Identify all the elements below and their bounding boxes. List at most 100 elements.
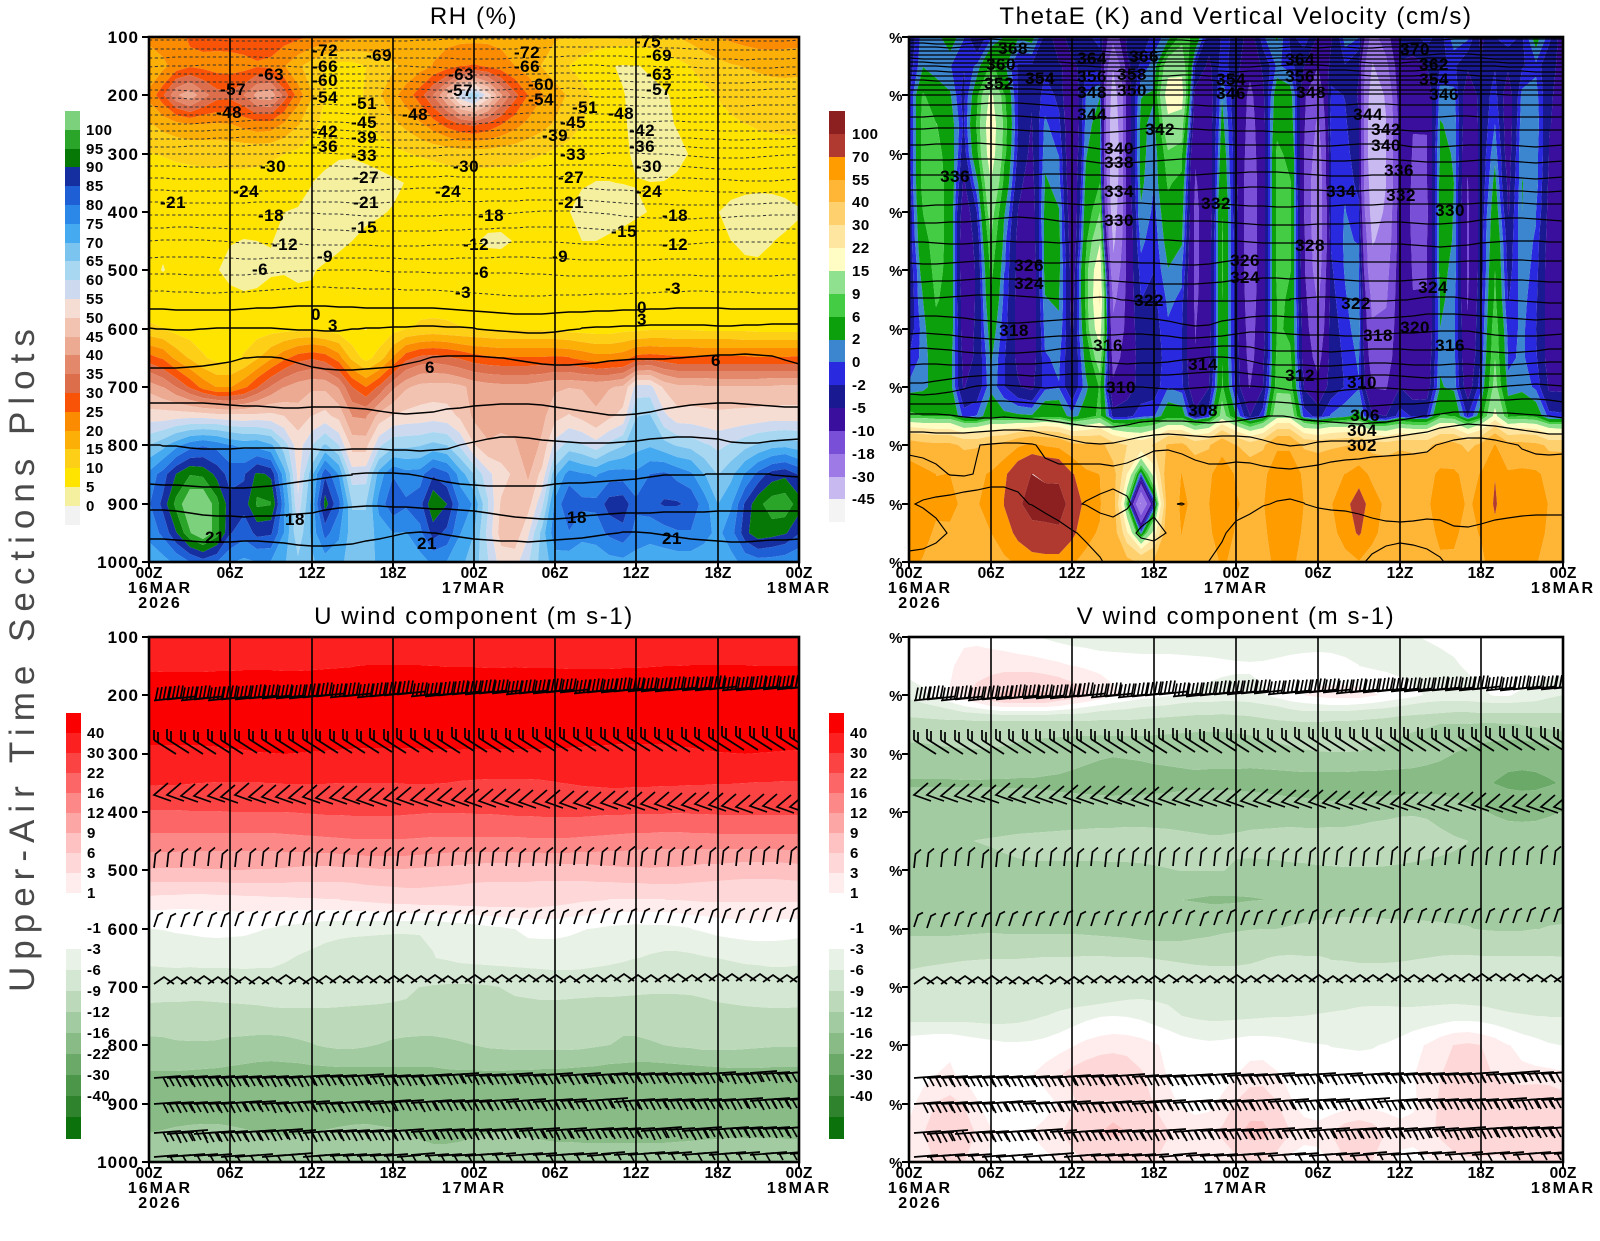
svg-text:-57: -57 xyxy=(447,81,473,100)
svg-text:%: % xyxy=(889,805,903,822)
svg-text:356: 356 xyxy=(1077,67,1107,86)
svg-text:12Z: 12Z xyxy=(299,1165,326,1182)
svg-text:360: 360 xyxy=(986,55,1016,74)
svg-text:500: 500 xyxy=(108,861,139,880)
svg-text:10: 10 xyxy=(86,460,104,477)
svg-text:-18: -18 xyxy=(478,206,504,225)
svg-text:65: 65 xyxy=(86,253,104,270)
svg-text:18MAR: 18MAR xyxy=(767,1180,831,1197)
svg-text:17MAR: 17MAR xyxy=(442,580,506,597)
svg-text:06Z: 06Z xyxy=(978,1165,1005,1182)
svg-text:0: 0 xyxy=(637,298,647,317)
svg-text:-45: -45 xyxy=(351,113,377,132)
svg-text:30: 30 xyxy=(86,385,104,402)
svg-text:-27: -27 xyxy=(353,168,379,187)
svg-text:-36: -36 xyxy=(629,137,655,156)
svg-text:342: 342 xyxy=(1371,120,1401,139)
svg-text:800: 800 xyxy=(108,1036,139,1055)
svg-text:322: 322 xyxy=(1341,294,1371,313)
svg-text:%: % xyxy=(889,380,903,397)
svg-text:366: 366 xyxy=(1129,47,1159,66)
svg-text:18Z: 18Z xyxy=(380,565,407,582)
svg-text:364: 364 xyxy=(1077,49,1107,68)
svg-text:21: 21 xyxy=(662,529,682,548)
svg-text:300: 300 xyxy=(108,145,139,164)
svg-text:-12: -12 xyxy=(850,1004,873,1021)
svg-text:400: 400 xyxy=(108,803,139,822)
svg-text:U wind component (m s-1): U wind component (m s-1) xyxy=(314,603,634,630)
svg-text:%: % xyxy=(889,1038,903,1055)
svg-text:344: 344 xyxy=(1353,105,1383,124)
svg-text:55: 55 xyxy=(86,291,104,308)
svg-text:-6: -6 xyxy=(87,962,101,979)
svg-text:2026: 2026 xyxy=(898,595,942,612)
svg-text:6: 6 xyxy=(425,358,435,377)
svg-text:1000: 1000 xyxy=(97,553,139,572)
svg-text:100: 100 xyxy=(108,628,139,647)
svg-text:70: 70 xyxy=(86,235,104,252)
svg-text:40: 40 xyxy=(87,725,105,742)
svg-text:22: 22 xyxy=(852,240,870,257)
svg-text:06Z: 06Z xyxy=(217,1165,244,1182)
svg-text:%: % xyxy=(889,205,903,222)
svg-text:%: % xyxy=(889,147,903,164)
svg-text:00Z: 00Z xyxy=(1223,1165,1250,1182)
svg-text:348: 348 xyxy=(1077,83,1107,102)
svg-text:%: % xyxy=(889,922,903,939)
svg-text:%: % xyxy=(889,555,903,572)
svg-text:12Z: 12Z xyxy=(1387,1165,1414,1182)
svg-text:-36: -36 xyxy=(312,137,338,156)
svg-text:-16: -16 xyxy=(850,1025,873,1042)
svg-text:%: % xyxy=(889,497,903,514)
svg-text:332: 332 xyxy=(1201,194,1231,213)
svg-text:-66: -66 xyxy=(514,57,540,76)
svg-text:600: 600 xyxy=(108,320,139,339)
svg-text:-3: -3 xyxy=(455,283,471,302)
svg-text:6: 6 xyxy=(711,351,721,370)
svg-text:100: 100 xyxy=(86,122,113,139)
svg-text:318: 318 xyxy=(1363,326,1393,345)
svg-text:-51: -51 xyxy=(351,94,377,113)
svg-text:340: 340 xyxy=(1371,136,1401,155)
svg-text:00Z: 00Z xyxy=(1223,565,1250,582)
svg-text:06Z: 06Z xyxy=(1305,1165,1332,1182)
svg-text:900: 900 xyxy=(108,1095,139,1114)
svg-text:-21: -21 xyxy=(558,193,584,212)
svg-text:354: 354 xyxy=(1419,70,1449,89)
svg-text:20: 20 xyxy=(86,423,104,440)
svg-text:354: 354 xyxy=(1025,69,1055,88)
svg-text:70: 70 xyxy=(852,149,870,166)
svg-text:30: 30 xyxy=(850,745,868,762)
svg-text:-63: -63 xyxy=(646,65,672,84)
svg-text:-5: -5 xyxy=(852,400,866,417)
svg-text:100: 100 xyxy=(852,126,879,143)
svg-text:900: 900 xyxy=(108,495,139,514)
svg-text:18Z: 18Z xyxy=(1141,565,1168,582)
svg-text:12Z: 12Z xyxy=(1059,1165,1086,1182)
svg-text:-12: -12 xyxy=(272,235,298,254)
svg-text:6: 6 xyxy=(850,845,859,862)
svg-text:362: 362 xyxy=(1419,55,1449,74)
svg-text:16MAR: 16MAR xyxy=(128,580,192,597)
svg-text:-63: -63 xyxy=(258,65,284,84)
svg-text:12Z: 12Z xyxy=(623,1165,650,1182)
svg-text:22: 22 xyxy=(87,765,105,782)
svg-text:75: 75 xyxy=(86,216,104,233)
svg-text:346: 346 xyxy=(1429,85,1459,104)
svg-text:324: 324 xyxy=(1014,274,1044,293)
svg-text:18MAR: 18MAR xyxy=(1531,580,1595,597)
svg-text:ThetaE (K) and Vertical Veloci: ThetaE (K) and Vertical Velocity (cm/s) xyxy=(999,3,1472,30)
svg-text:-30: -30 xyxy=(850,1067,873,1084)
svg-text:3: 3 xyxy=(637,310,647,329)
svg-text:-6: -6 xyxy=(850,962,864,979)
svg-text:00Z: 00Z xyxy=(786,565,813,582)
svg-text:-51: -51 xyxy=(572,98,598,117)
svg-text:12Z: 12Z xyxy=(299,565,326,582)
svg-text:9: 9 xyxy=(852,286,861,303)
svg-text:-60: -60 xyxy=(312,71,338,90)
svg-text:30: 30 xyxy=(87,745,105,762)
svg-text:342: 342 xyxy=(1145,120,1175,139)
svg-text:55: 55 xyxy=(852,172,870,189)
svg-text:90: 90 xyxy=(86,159,104,176)
svg-text:16: 16 xyxy=(850,785,868,802)
